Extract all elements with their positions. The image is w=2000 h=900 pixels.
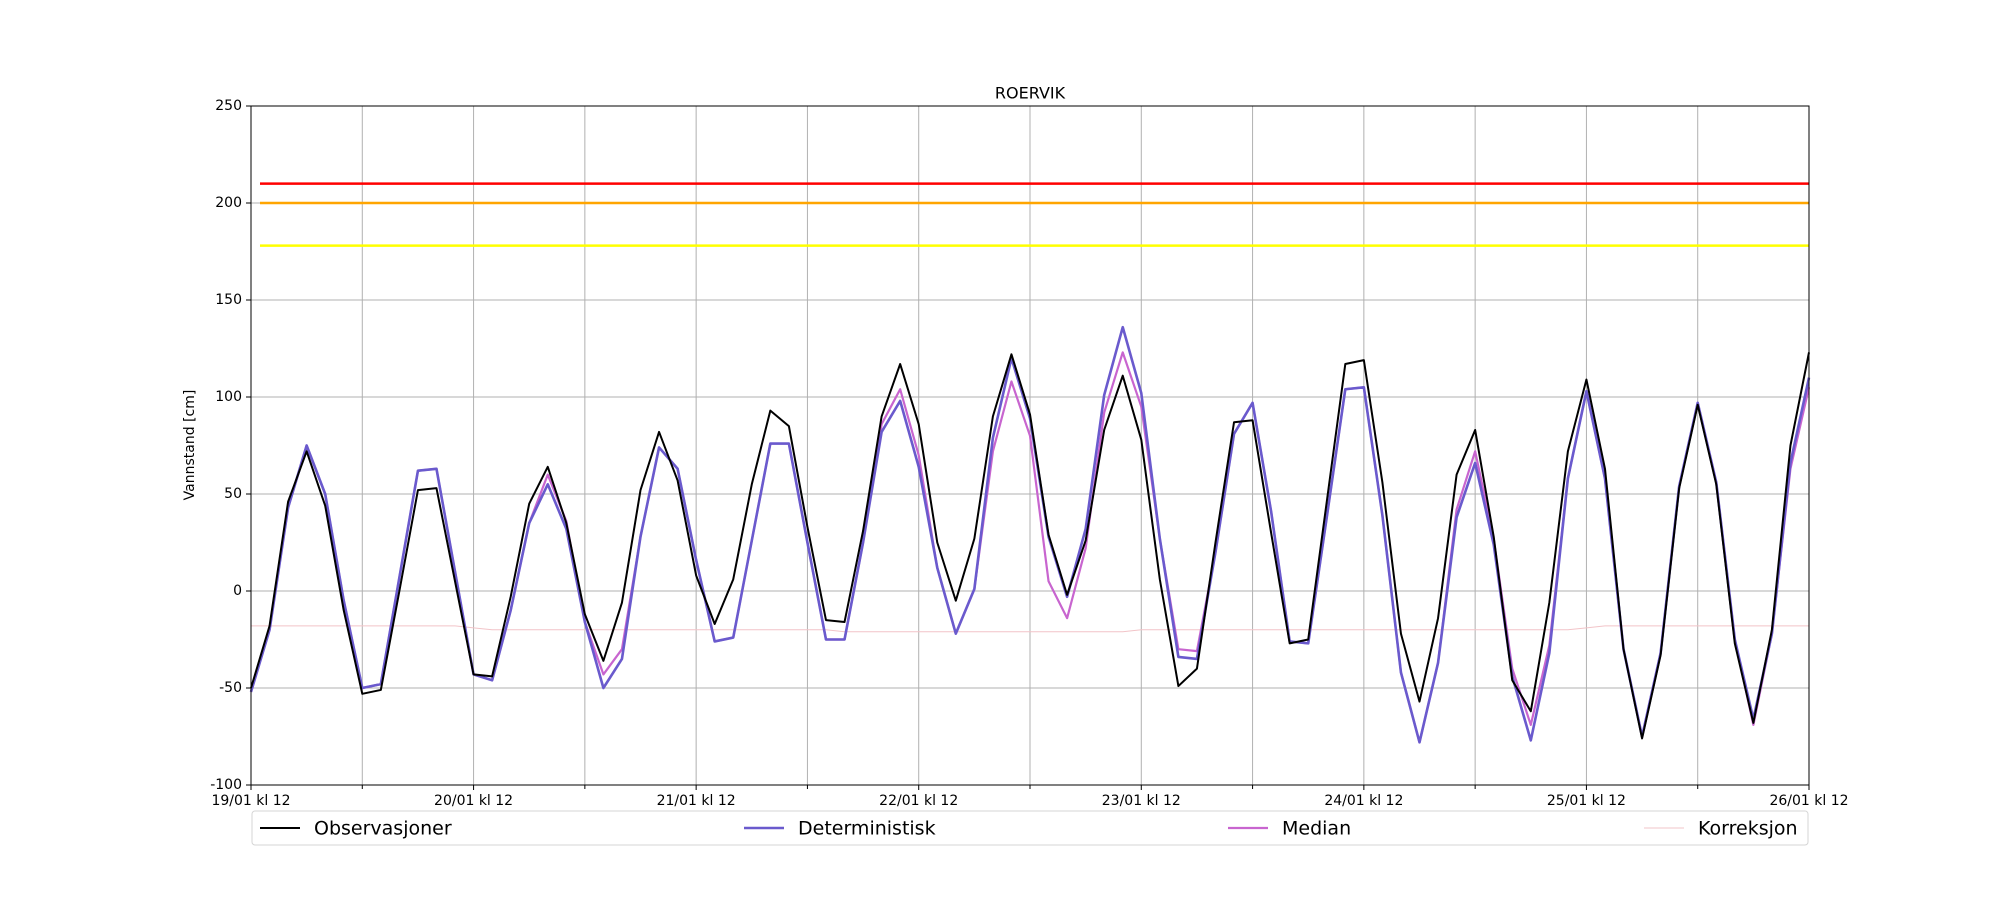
legend-label: Korreksjon: [1698, 818, 1798, 840]
x-tick-label: 21/01 kl 12: [657, 793, 736, 809]
series-line: [251, 625, 1809, 633]
y-axis-label: Vannstand [cm]: [182, 390, 198, 501]
legend-label: Deterministisk: [798, 818, 936, 840]
x-tick-label: 20/01 kl 12: [434, 793, 513, 809]
y-tick-label: 150: [215, 292, 242, 308]
y-tick-label: 200: [215, 195, 242, 211]
chart-title: ROERVIK: [995, 84, 1066, 103]
x-tick-label: 26/01 kl 12: [1769, 793, 1848, 809]
x-tick-label: 25/01 kl 12: [1547, 793, 1626, 809]
y-tick-label: 250: [215, 98, 242, 114]
plot-frame: [250, 105, 1810, 786]
x-tick-label: 19/01 kl 12: [211, 793, 290, 809]
legend-box: [251, 810, 1809, 846]
y-tick-label: 50: [224, 486, 242, 502]
series-line: [250, 352, 1810, 740]
x-tick-label: 22/01 kl 12: [879, 793, 958, 809]
y-tick-label: -100: [210, 777, 242, 793]
y-tick-label: -50: [219, 680, 242, 696]
x-tick-label: 24/01 kl 12: [1324, 793, 1403, 809]
legend-label: Observasjoner: [314, 818, 452, 840]
legend-label: Median: [1282, 818, 1351, 840]
x-tick-label: 23/01 kl 12: [1102, 793, 1181, 809]
y-tick-label: 0: [233, 583, 242, 599]
y-tick-label: 100: [215, 389, 242, 405]
